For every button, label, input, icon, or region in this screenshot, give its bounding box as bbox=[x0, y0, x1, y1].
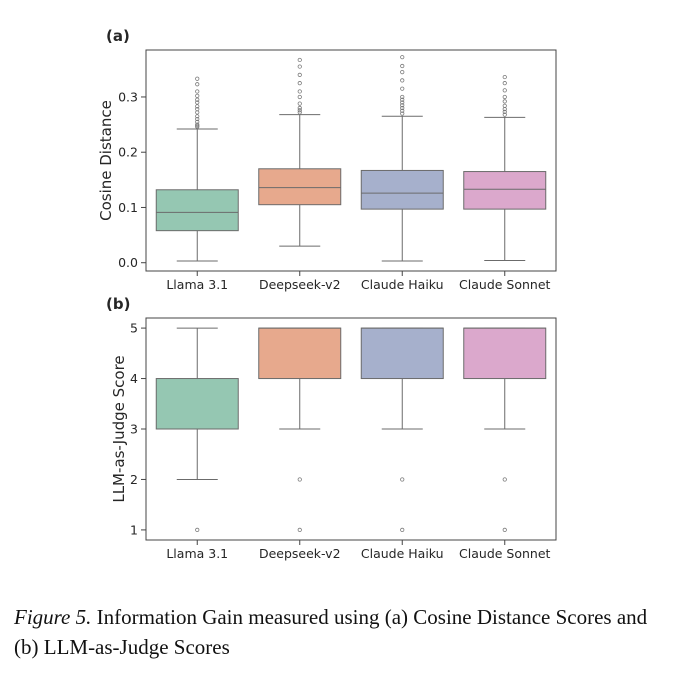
panel-a-outlier-point bbox=[297, 108, 302, 113]
panel-a-outlier-point bbox=[502, 88, 507, 93]
panel-a-outlier-point bbox=[400, 63, 405, 69]
panel-b-ytick-label: 3 bbox=[130, 422, 138, 437]
panel-a-outlier-point bbox=[400, 100, 405, 105]
panel-a-outlier-point bbox=[502, 112, 507, 117]
panel-a-outlier-point bbox=[195, 119, 200, 124]
panel-b-box bbox=[463, 327, 547, 380]
panel-a-xtick-label: Claude Haiku bbox=[361, 277, 444, 292]
panel-a-outlier-point bbox=[195, 97, 200, 102]
panel-b-outlier-point bbox=[297, 527, 302, 533]
panel-a-axes-frame bbox=[145, 49, 557, 272]
panel-b-outlier-point bbox=[297, 477, 302, 482]
panel-b-ytick-label: 4 bbox=[130, 371, 138, 386]
panel-a-outlier-point bbox=[297, 110, 302, 115]
panel-b-ytick-label: 2 bbox=[130, 472, 138, 487]
panel-a-outlier-point bbox=[297, 81, 302, 86]
panel-b-ytick-label: 1 bbox=[130, 522, 138, 537]
panel-a-outlier-point bbox=[195, 100, 200, 105]
panel-a-outlier-point bbox=[297, 101, 302, 106]
panel-a-outlier-point bbox=[297, 89, 302, 94]
panel-b-ylabel: LLM-as-Judge Score bbox=[110, 355, 128, 502]
panel-a-outlier-point bbox=[400, 55, 405, 60]
panel-b-label: (b) bbox=[106, 295, 130, 313]
panel-a-outlier-point bbox=[195, 104, 200, 109]
panel-a-outlier-point bbox=[502, 94, 507, 100]
panel-b-box bbox=[258, 327, 342, 380]
panel-a-outlier-point bbox=[502, 99, 507, 104]
figure-caption: Figure 5. Information Gain measured usin… bbox=[14, 602, 664, 662]
panel-a-label: (a) bbox=[106, 27, 130, 45]
panel-b-box bbox=[155, 378, 239, 430]
panel-a-ylabel: Cosine Distance bbox=[97, 100, 115, 221]
panel-a-outlier-point bbox=[400, 78, 405, 83]
panel-a-outlier-point bbox=[400, 94, 405, 100]
panel-a-outlier-point bbox=[195, 89, 200, 94]
panel-a-ytick-label: 0.2 bbox=[118, 145, 138, 160]
panel-a-outlier-point bbox=[297, 94, 302, 100]
panel-a-box bbox=[360, 169, 444, 210]
panel-a-box bbox=[258, 168, 342, 206]
panel-a-outlier-point bbox=[195, 93, 200, 98]
panel-a-outlier-point bbox=[502, 74, 507, 80]
panel-a-outlier-point bbox=[400, 103, 405, 108]
panel-a-outlier-point bbox=[195, 82, 200, 87]
panel-a-outlier-point bbox=[195, 76, 200, 81]
panel-a-outlier-point bbox=[195, 107, 200, 112]
panel-a-box bbox=[463, 171, 547, 210]
panel-a-outlier-point bbox=[400, 108, 405, 113]
panel-a-outlier-point bbox=[502, 103, 507, 108]
panel-a-outlier-point bbox=[400, 105, 405, 111]
panel-b-xtick-label: Deepseek-v2 bbox=[259, 546, 341, 561]
panel-a-xtick-label: Llama 3.1 bbox=[166, 277, 228, 292]
panel-b-xtick-label: Claude Sonnet bbox=[459, 546, 550, 561]
panel-a-outlier-point bbox=[502, 81, 507, 86]
panel-a-xtick-label: Claude Sonnet bbox=[459, 277, 550, 292]
panel-a-outlier-point bbox=[195, 116, 200, 122]
panel-b-ytick-label: 5 bbox=[130, 321, 138, 336]
panel-b-outlier-point bbox=[502, 527, 507, 533]
panel-a-ytick-label: 0.1 bbox=[118, 200, 138, 215]
panel-a-outlier-point bbox=[297, 64, 302, 69]
panel-a-outlier-point bbox=[195, 122, 200, 127]
panel-b-xtick-label: Llama 3.1 bbox=[166, 546, 228, 561]
panel-a-outlier-point bbox=[400, 70, 405, 75]
panel-b-outlier-point bbox=[195, 527, 200, 533]
panel-a-box bbox=[155, 189, 239, 232]
panel-a-outlier-point bbox=[400, 86, 405, 91]
panel-b-outlier-point bbox=[400, 477, 405, 482]
panel-a-outlier-point bbox=[297, 105, 302, 111]
panel-b-box bbox=[360, 327, 444, 380]
panel-a-outlier-point bbox=[297, 72, 302, 77]
caption-text: Information Gain measured using (a) Cosi… bbox=[14, 605, 648, 659]
panel-a-outlier-point bbox=[297, 57, 302, 63]
panel-a-ytick-label: 0.3 bbox=[118, 89, 138, 104]
panel-a-ytick-label: 0.0 bbox=[118, 255, 138, 270]
panel-a-outlier-point bbox=[502, 109, 507, 114]
panel-a-outlier-point bbox=[400, 111, 405, 116]
panel-a-outlier-point bbox=[195, 110, 200, 115]
figure-number: Figure 5. bbox=[14, 605, 92, 629]
panel-a-outlier-point bbox=[400, 97, 405, 102]
panel-b-xtick-label: Claude Haiku bbox=[361, 546, 444, 561]
panel-a-outlier-point bbox=[195, 114, 200, 119]
panel-b-outlier-point bbox=[502, 477, 507, 482]
panel-b-outlier-point bbox=[400, 527, 405, 533]
panel-a-xtick-label: Deepseek-v2 bbox=[259, 277, 341, 292]
